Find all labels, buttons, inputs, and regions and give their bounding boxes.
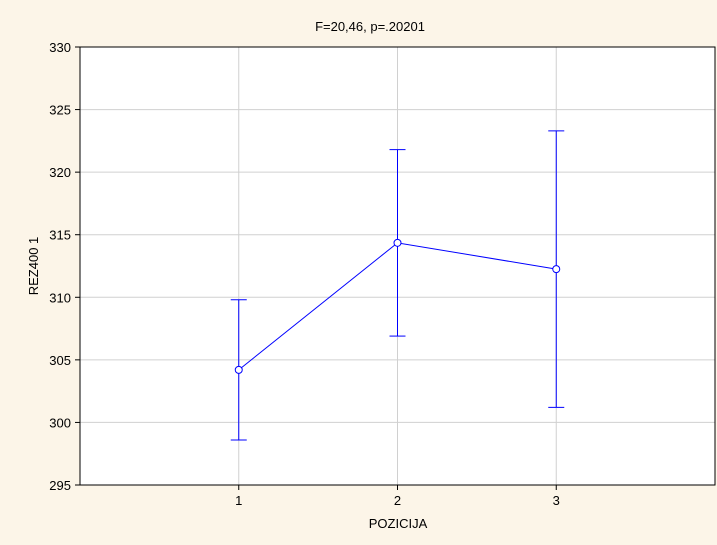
data-point [234,365,243,374]
x-axis-label: POZICIJA [369,516,428,531]
y-axis: 295 300 305 310 315 320 325 330 [49,40,80,493]
y-tick-label: 295 [49,478,71,493]
data-point [393,238,402,247]
y-axis-label: REZ400 1 [26,237,41,296]
chart-title: F=20,46, p=.20201 [315,19,425,34]
series-layer [230,130,565,441]
y-tick-label: 305 [49,353,71,368]
data-point [552,265,561,274]
x-tick-label: 2 [394,493,401,508]
y-tick-label: 325 [49,103,71,118]
y-tick-label: 315 [49,228,71,243]
x-axis: 1 2 3 [235,485,560,508]
x-tick-label: 1 [235,493,242,508]
y-tick-label: 300 [49,415,71,430]
y-tick-label: 330 [49,40,71,55]
y-tick-label: 320 [49,165,71,180]
x-tick-label: 3 [553,493,560,508]
y-tick-label: 310 [49,290,71,305]
